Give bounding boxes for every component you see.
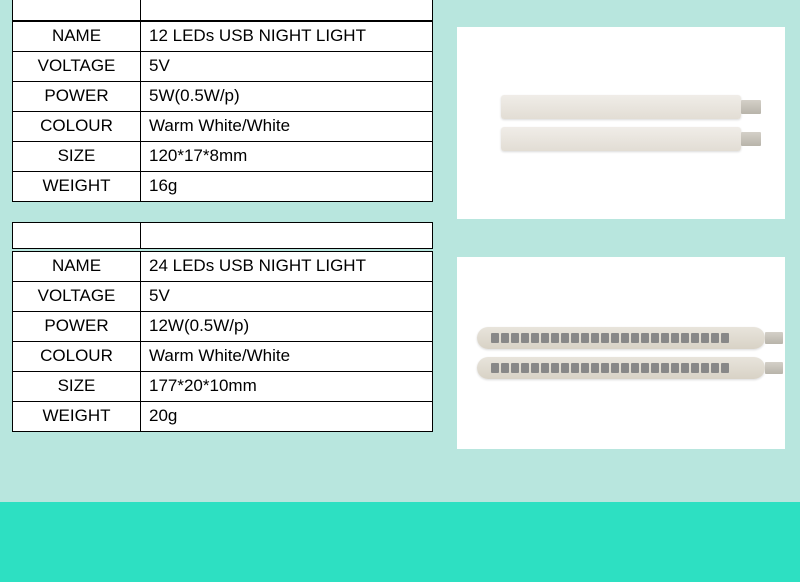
colour-value: Warm White/White	[141, 111, 433, 141]
table-row: NAME 24 LEDs USB NIGHT LIGHT	[13, 251, 433, 281]
colour-label: COLOUR	[13, 111, 141, 141]
name-label: NAME	[13, 21, 141, 51]
power-value: 5W(0.5W/p)	[141, 81, 433, 111]
table-row: VOLTAGE 5V	[13, 51, 433, 81]
name-label: NAME	[13, 251, 141, 281]
led-stick-icon	[501, 95, 741, 119]
led-stick-icon	[501, 127, 741, 151]
led-stick-icon	[477, 357, 765, 379]
product-2-image	[457, 257, 785, 449]
colour-value: Warm White/White	[141, 341, 433, 371]
top-partial-row	[12, 0, 433, 21]
product-2-table: NAME 24 LEDs USB NIGHT LIGHT VOLTAGE 5V …	[12, 251, 433, 432]
weight-value: 16g	[141, 171, 433, 201]
size-value: 120*17*8mm	[141, 141, 433, 171]
table-row: POWER 12W(0.5W/p)	[13, 311, 433, 341]
product-1-block: NAME 12 LEDs USB NIGHT LIGHT VOLTAGE 5V …	[12, 21, 788, 219]
table-row: SIZE 177*20*10mm	[13, 371, 433, 401]
weight-value: 20g	[141, 401, 433, 431]
table-row: COLOUR Warm White/White	[13, 341, 433, 371]
power-value: 12W(0.5W/p)	[141, 311, 433, 341]
voltage-value: 5V	[141, 281, 433, 311]
size-value: 177*20*10mm	[141, 371, 433, 401]
table-row: COLOUR Warm White/White	[13, 111, 433, 141]
table-row: NAME 12 LEDs USB NIGHT LIGHT	[13, 21, 433, 51]
product-1-table: NAME 12 LEDs USB NIGHT LIGHT VOLTAGE 5V …	[12, 21, 433, 202]
table-row: WEIGHT 16g	[13, 171, 433, 201]
product-1-image	[457, 27, 785, 219]
table-row: POWER 5W(0.5W/p)	[13, 81, 433, 111]
table-row: SIZE 120*17*8mm	[13, 141, 433, 171]
size-label: SIZE	[13, 371, 141, 401]
table-row: VOLTAGE 5V	[13, 281, 433, 311]
voltage-label: VOLTAGE	[13, 51, 141, 81]
weight-label: WEIGHT	[13, 401, 141, 431]
led-stick-icon	[477, 327, 765, 349]
name-value: 24 LEDs USB NIGHT LIGHT	[141, 251, 433, 281]
bottom-band	[0, 502, 800, 582]
power-label: POWER	[13, 311, 141, 341]
table-row: WEIGHT 20g	[13, 401, 433, 431]
colour-label: COLOUR	[13, 341, 141, 371]
name-value: 12 LEDs USB NIGHT LIGHT	[141, 21, 433, 51]
table-row	[13, 222, 433, 248]
size-label: SIZE	[13, 141, 141, 171]
power-label: POWER	[13, 81, 141, 111]
voltage-value: 5V	[141, 51, 433, 81]
separator-row	[12, 222, 433, 249]
product-2-block: NAME 24 LEDs USB NIGHT LIGHT VOLTAGE 5V …	[12, 251, 788, 449]
weight-label: WEIGHT	[13, 171, 141, 201]
voltage-label: VOLTAGE	[13, 281, 141, 311]
